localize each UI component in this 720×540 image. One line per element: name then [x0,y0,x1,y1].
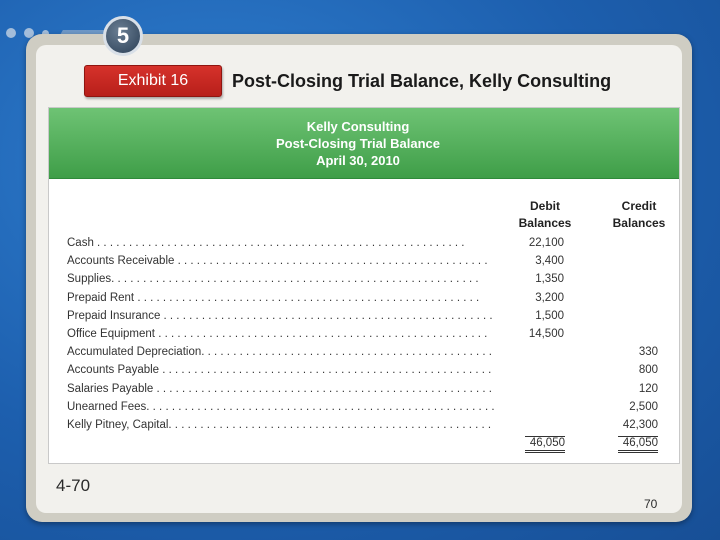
slide-label: 4-70 [56,476,91,495]
account-name: Office Equipment . . . . . . . . . . . .… [67,327,488,340]
account-name: Supplies. . . . . . . . . . . . . . . . … [67,273,479,286]
table-row: Supplies. . . . . . . . . . . . . . . . … [67,271,667,289]
debit-column-header: Debit Balances [518,199,572,230]
debit-amount: 1,350 [535,273,564,286]
account-name: Unearned Fees. . . . . . . . . . . . . .… [67,400,495,413]
credit-amount: 800 [638,364,658,377]
credit-amount: 42,300 [622,418,658,431]
debit-total: 46,050 [525,436,565,454]
exhibit-tab: Exhibit 16 [84,65,222,97]
table-row: Prepaid Rent . . . . . . . . . . . . . .… [67,290,667,308]
account-name: Kelly Pitney, Capital. . . . . . . . . .… [67,418,492,431]
chapter-badge: 5 [103,16,143,56]
account-name: Cash . . . . . . . . . . . . . . . . . .… [67,237,465,249]
dot-icon [6,28,16,38]
table-row: Office Equipment . . . . . . . . . . . .… [67,326,667,344]
dot-icon [24,28,34,38]
account-name: Prepaid Insurance . . . . . . . . . . . … [67,309,493,322]
debit-amount: 14,500 [528,327,564,340]
company-name: Kelly Consulting [306,118,410,134]
table-row: Prepaid Insurance . . . . . . . . . . . … [67,308,667,326]
credit-amount: 2,500 [629,400,658,413]
statement-date: April 30, 2010 [316,152,400,168]
account-name: Accumulated Depreciation. . . . . . . . … [67,346,492,359]
table-row: Unearned Fees. . . . . . . . . . . . . .… [67,399,667,417]
account-name: Prepaid Rent . . . . . . . . . . . . . .… [67,291,480,304]
account-name: Accounts Payable . . . . . . . . . . . .… [67,364,492,377]
trial-balance-table: Kelly Consulting Post-Closing Trial Bala… [48,107,680,464]
credit-amount: 330 [638,346,658,359]
table-row: Cash . . . . . . . . . . . . . . . . . .… [67,235,667,253]
account-name: Accounts Receivable . . . . . . . . . . … [67,255,488,268]
debit-amount: 3,400 [535,255,564,268]
debit-amount: 3,200 [535,291,564,304]
credit-total: 46,050 [618,436,658,454]
decorative-dots [6,28,49,38]
table-row: Accumulated Depreciation. . . . . . . . … [67,344,667,362]
table-row: Salaries Payable . . . . . . . . . . . .… [67,381,667,399]
account-rows: Cash . . . . . . . . . . . . . . . . . .… [67,235,667,454]
page-number: 70 [644,497,658,511]
debit-amount: 1,500 [535,309,564,322]
debit-amount: 22,100 [528,237,564,249]
table-row: Accounts Payable . . . . . . . . . . . .… [67,362,667,380]
account-name: Salaries Payable . . . . . . . . . . . .… [67,382,492,395]
totals-row: 46,050 46,050 [67,435,667,454]
slide-title: Post-Closing Trial Balance, Kelly Consul… [232,71,612,91]
table-row: Accounts Receivable . . . . . . . . . . … [67,253,667,271]
credit-column-header: Credit Balances [612,199,666,230]
statement-header: Kelly Consulting Post-Closing Trial Bala… [49,108,679,179]
statement-name: Post-Closing Trial Balance [276,135,440,151]
dot-icon [42,29,49,37]
credit-amount: 120 [638,382,658,395]
table-row: Kelly Pitney, Capital. . . . . . . . . .… [67,417,667,435]
